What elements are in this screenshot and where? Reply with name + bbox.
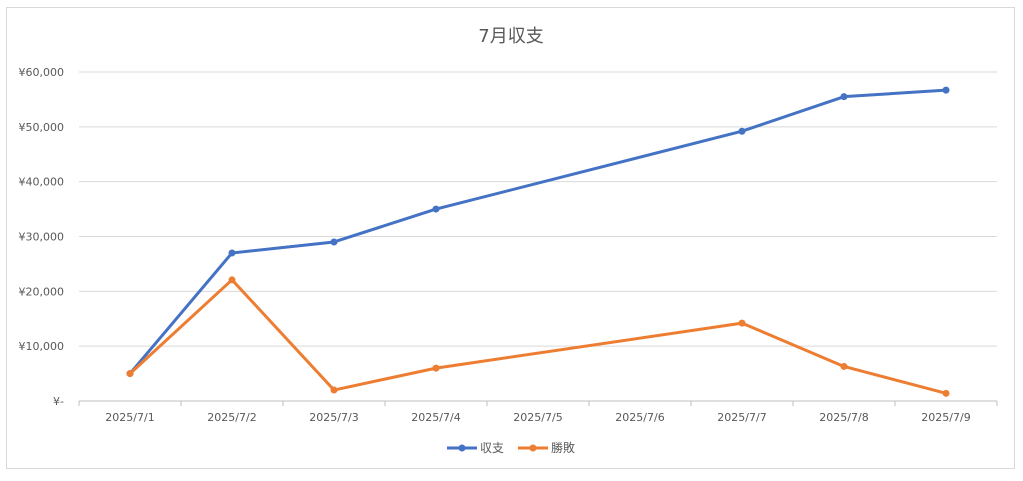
data-point [330,386,338,394]
data-point [228,276,236,284]
y-tick-label: ¥30,000 [19,231,65,244]
x-tick-label: 2025/7/5 [513,411,562,424]
data-point [738,127,746,135]
data-point [126,370,134,378]
x-axis-ticks: 2025/7/1 2025/7/2 2025/7/3 2025/7/4 2025/7/5… [78,401,998,424]
x-tick-label: 2025/7/1 [105,411,154,424]
data-point [330,238,338,246]
y-tick-label: ¥60,000 [19,66,65,79]
x-tick-label: 2025/7/8 [819,411,868,424]
series-line [128,88,947,375]
legend-marker [458,444,466,452]
chart-title: 7月収支 [478,26,543,47]
legend-label: 勝敗 [551,440,575,455]
chart-frame [6,7,1015,469]
data-point [942,389,950,397]
legend-marker [529,444,537,452]
y-tick-label: ¥40,000 [19,176,65,189]
x-tick-label: 2025/7/9 [921,411,970,424]
x-tick-label: 2025/7/6 [615,411,664,424]
data-point [228,249,236,257]
series-line [128,278,947,395]
data-point [840,93,848,101]
x-tick-label: 2025/7/7 [717,411,766,424]
legend: 収支 勝敗 [447,440,575,455]
x-tick-label: 2025/7/2 [207,411,256,424]
series-layer [126,86,950,397]
data-point [840,362,848,370]
data-point [432,205,440,213]
x-tick-label: 2025/7/3 [309,411,358,424]
y-tick-label: ¥20,000 [19,285,65,298]
x-tick-label: 2025/7/4 [411,411,460,424]
legend-label: 収支 [480,441,504,455]
data-point [432,364,440,372]
data-point [738,319,746,327]
data-point [942,86,950,94]
y-tick-label: ¥- [53,395,64,408]
y-tick-label: ¥10,000 [19,340,65,353]
y-tick-label: ¥50,000 [19,121,65,134]
y-axis-ticks: ¥- ¥10,000 ¥20,000 ¥30,000 ¥40,000 ¥50,000 ¥60… [19,66,65,408]
